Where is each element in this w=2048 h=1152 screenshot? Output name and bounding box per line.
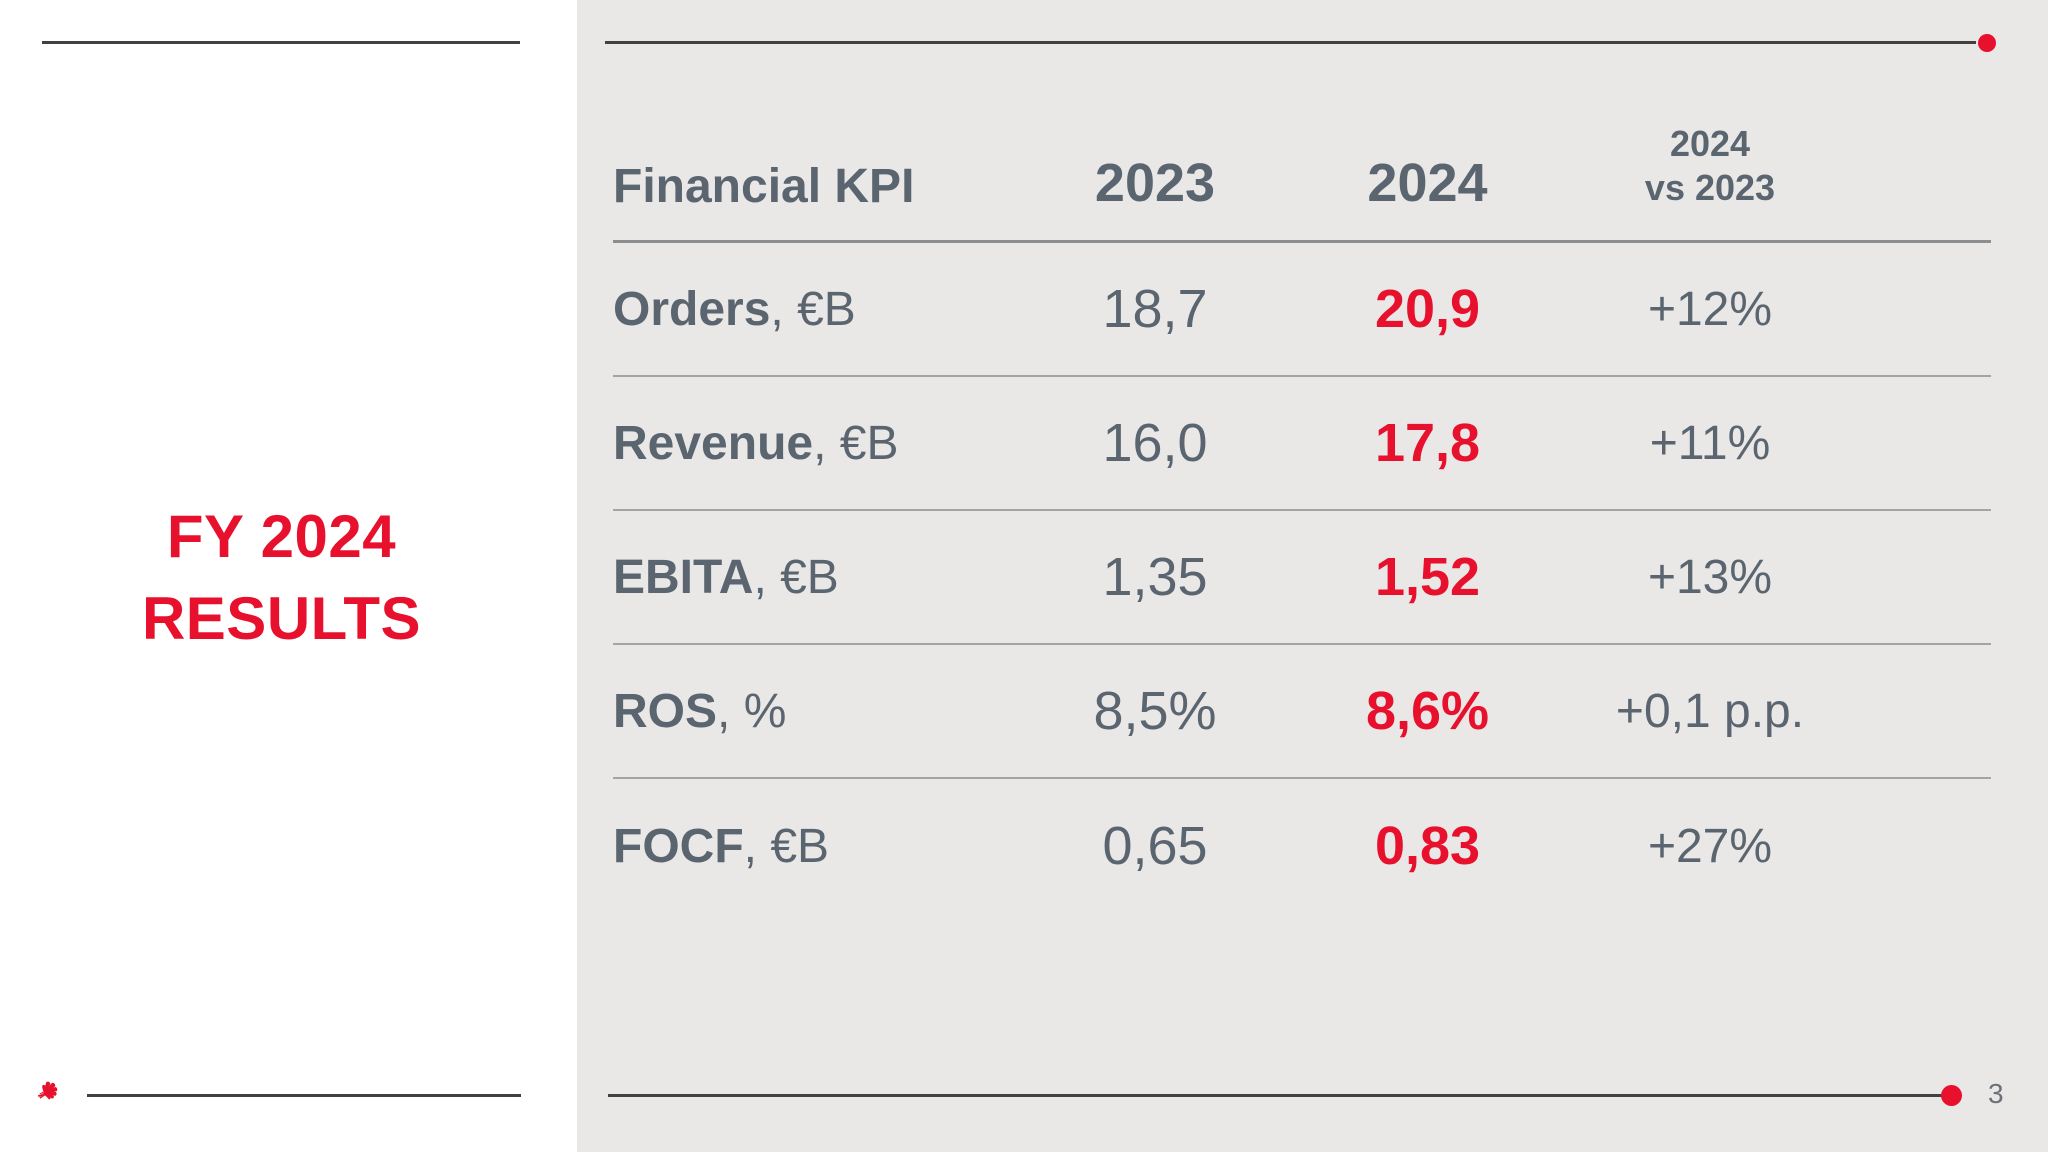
row-label: EBITA, €B	[613, 550, 1020, 605]
table-row-ros: ROS, % 8,5% 8,6% +0,1 p.p.	[613, 645, 1991, 779]
slide-title: FY 2024 RESULTS	[0, 496, 563, 660]
bottom-right-red-dot	[1941, 1085, 1962, 1106]
table-row-focf: FOCF, €B 0,65 0,83 +27%	[613, 779, 1991, 913]
bottom-left-divider	[87, 1094, 521, 1097]
financial-kpi-table: Financial KPI 2023 2024 2024 vs 2023 Ord…	[613, 96, 1991, 913]
value-2023: 0,65	[1102, 816, 1208, 876]
kpi-name: EBITA	[613, 550, 754, 604]
value-2023: 8,5%	[1093, 681, 1217, 741]
slide-title-line1: FY 2024	[166, 503, 397, 570]
header-vs-line2: vs 2023	[1644, 167, 1776, 208]
header-financial-kpi: Financial KPI	[613, 160, 915, 213]
header-spacer	[1855, 214, 1991, 240]
value-2023: 16,0	[1102, 413, 1208, 473]
leonardo-pinwheel-logo-icon	[38, 1081, 58, 1100]
kpi-unit: , €B	[813, 416, 899, 470]
kpi-unit: , %	[717, 684, 787, 738]
table-row-ebita: EBITA, €B 1,35 1,52 +13%	[613, 511, 1991, 645]
value-change: +27%	[1647, 819, 1773, 873]
value-2023: 1,35	[1102, 547, 1208, 607]
slide-title-line2: RESULTS	[141, 585, 422, 652]
kpi-unit: , €B	[770, 282, 856, 336]
row-label: Orders, €B	[613, 282, 1020, 337]
top-right-red-dot	[1978, 34, 1996, 52]
table-background-panel	[577, 0, 2048, 1152]
header-vs-line1: 2024	[1669, 123, 1751, 164]
value-change: +12%	[1647, 282, 1773, 336]
value-change: +11%	[1649, 416, 1771, 470]
kpi-unit: , €B	[753, 550, 839, 604]
value-change: +0,1 p.p.	[1615, 684, 1805, 738]
value-change: +13%	[1647, 550, 1773, 604]
table-row-revenue: Revenue, €B 16,0 17,8 +11%	[613, 377, 1991, 511]
value-2024: 0,83	[1374, 816, 1481, 876]
row-label: ROS, %	[613, 684, 1020, 739]
bottom-right-divider	[608, 1094, 1943, 1097]
kpi-name: Orders	[613, 282, 771, 336]
value-2023: 18,7	[1102, 279, 1208, 339]
header-2024-vs-2023: 2024 vs 2023	[1565, 122, 1855, 240]
kpi-unit: , €B	[743, 819, 830, 873]
value-2024: 17,8	[1374, 413, 1481, 473]
top-left-divider	[42, 41, 520, 44]
header-2023: 2023	[1094, 153, 1216, 213]
top-right-divider	[605, 41, 1976, 44]
page-number: 3	[1988, 1078, 2004, 1109]
header-2024: 2024	[1367, 153, 1488, 213]
value-2024: 8,6%	[1365, 681, 1490, 741]
kpi-name: ROS	[613, 684, 718, 738]
table-header-row: Financial KPI 2023 2024 2024 vs 2023	[613, 96, 1991, 243]
table-row-orders: Orders, €B 18,7 20,9 +12%	[613, 243, 1991, 377]
row-label: FOCF, €B	[613, 819, 1020, 874]
kpi-name: FOCF	[613, 819, 744, 873]
row-label: Revenue, €B	[613, 416, 1020, 471]
value-2024: 1,52	[1374, 547, 1481, 607]
kpi-name: Revenue	[613, 416, 814, 470]
value-2024: 20,9	[1374, 279, 1481, 339]
